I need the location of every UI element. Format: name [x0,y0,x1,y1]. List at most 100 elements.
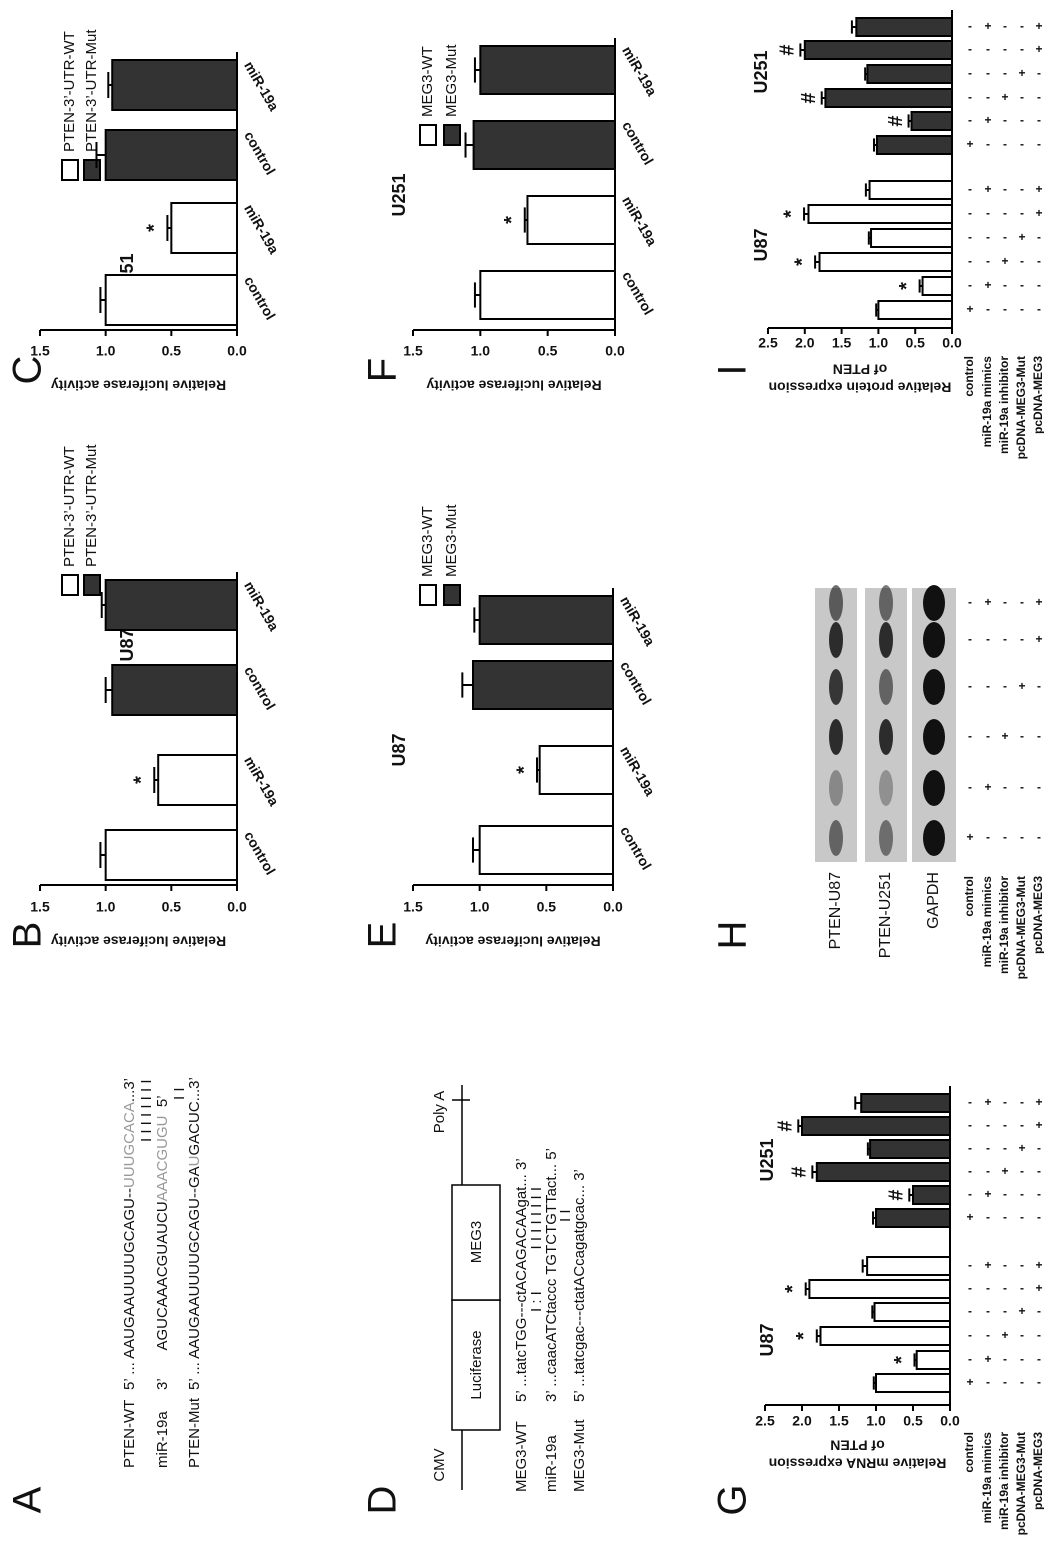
condition-label: pcDNA-MEG3-Mut [1014,876,1028,979]
condition-sign: + [1035,1258,1042,1272]
condition-sign: - [968,254,972,268]
y-tick-label: 1.5 [30,343,50,359]
condition-sign: + [1001,1328,1008,1342]
condition-sign: - [1003,1141,1007,1155]
condition-sign: + [984,182,991,196]
bar [875,1208,951,1228]
significance-mark: * [780,210,802,218]
y-tick-label: 0.5 [903,1413,923,1429]
condition-sign: - [968,113,972,127]
condition-sign: - [1020,1118,1024,1132]
blot-band [829,820,843,856]
condition-label: pcDNA-MEG3-Mut [1014,1432,1028,1535]
bar [111,664,238,716]
y-tick-label: 1.5 [829,1413,849,1429]
condition-sign: + [984,780,991,794]
y-tick-label: 1.0 [96,343,116,359]
condition-sign: + [984,595,991,609]
blot-band [829,770,843,806]
base-pairing: I I [171,1087,188,1100]
blot-band [829,719,843,755]
condition-sign: - [968,206,972,220]
condition-sign: - [1003,1210,1007,1224]
condition-sign: - [968,1352,972,1366]
sequence: 5’ ...tatcTGG---ctACAGACAAgat... 3’ [513,1158,530,1402]
legend-swatch [83,159,101,181]
chart-title: U251 [389,173,409,216]
condition-sign: - [1037,66,1041,80]
condition-sign: - [1003,42,1007,56]
reporter-label: Luciferase [468,1330,485,1399]
condition-sign: - [1003,595,1007,609]
group-title: U251 [751,50,771,93]
bar [869,1139,952,1159]
condition-sign: - [1003,1187,1007,1201]
condition-sign: - [986,254,990,268]
bar [157,754,238,806]
condition-sign: - [1037,1375,1041,1389]
bar [910,111,954,131]
condition-sign: + [1018,679,1025,693]
bar [104,829,238,881]
condition-sign: - [1003,1118,1007,1132]
condition-sign: - [968,780,972,794]
y-tick-label: 2.5 [758,335,778,351]
blot-band [923,820,945,856]
bar [818,252,954,272]
significance-mark: * [782,1285,804,1293]
condition-sign: - [1020,1095,1024,1109]
condition-sign: - [1037,113,1041,127]
condition-sign: - [1020,595,1024,609]
condition-sign: - [1003,19,1007,33]
bar [472,660,614,710]
condition-sign: - [986,1304,990,1318]
bar [866,1256,951,1276]
axis-title: Relative protein expression [769,379,952,395]
condition-sign: + [966,830,973,844]
polya-label: Poly A [431,1091,448,1134]
condition-sign: + [1001,90,1008,104]
legend-label: MEG3-Mut [443,504,460,577]
condition-sign: - [1037,780,1041,794]
luciferase-box [451,1299,501,1431]
blot-band [879,770,893,806]
condition-sign: - [1020,780,1024,794]
legend-swatch [61,574,79,596]
promoter-label: CMV [431,1448,448,1481]
condition-sign: - [1003,182,1007,196]
condition-sign: - [1037,1187,1041,1201]
significance-mark: * [791,258,813,266]
legend-label: MEG3-WT [419,46,436,117]
sequence-segment: U [186,1156,203,1167]
y-tick-label: 1.0 [96,899,116,915]
condition-sign: - [1020,182,1024,196]
condition-sign: + [966,1375,973,1389]
condition-sign: - [986,230,990,244]
blot-band [879,622,893,658]
y-tick-label: 1.0 [869,335,889,351]
y-tick-label: 1.0 [471,343,491,359]
blot-band [829,585,843,621]
y-tick-label: 1.5 [832,335,852,351]
condition-sign: - [1020,1352,1024,1366]
condition-sign: - [1037,1304,1041,1318]
bar [875,135,953,155]
condition-sign: - [1003,830,1007,844]
condition-sign: - [1020,1375,1024,1389]
y-tick-label: 0.0 [603,899,623,915]
blot-band [923,622,945,658]
condition-sign: + [1035,206,1042,220]
meg3-box [451,1184,501,1301]
condition-sign: - [1037,830,1041,844]
condition-sign: - [1003,66,1007,80]
condition-sign: - [1020,278,1024,292]
condition-label: miR-19a mimics [980,356,994,448]
panel-letter: E [361,922,405,949]
insert-label: MEG3 [468,1221,485,1264]
sequence-label: PTEN-Mut [186,1397,203,1468]
condition-sign: + [1035,1095,1042,1109]
bar [915,1350,952,1370]
condition-label: pcDNA-MEG3 [1031,876,1044,954]
sequence: 5’ ... AAUGAAUUUUGCAGU--GAUGACUC...3’ [186,1077,203,1390]
condition-sign: + [1018,66,1025,80]
